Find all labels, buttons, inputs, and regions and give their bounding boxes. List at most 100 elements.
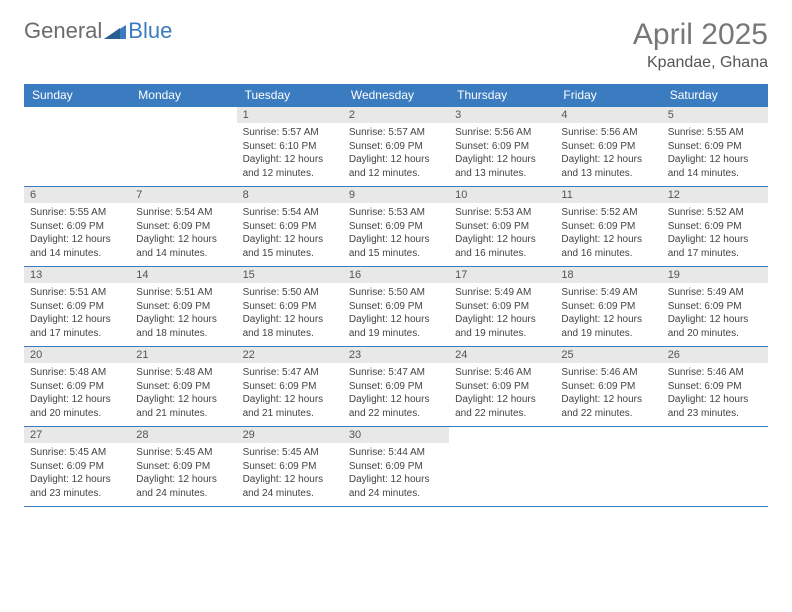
calendar-cell: 29Sunrise: 5:45 AMSunset: 6:09 PMDayligh… [237,427,343,507]
sunrise-line: Sunrise: 5:48 AM [136,366,230,380]
day-number: 19 [662,267,768,283]
calendar-cell: 1Sunrise: 5:57 AMSunset: 6:10 PMDaylight… [237,107,343,187]
day-number: 14 [130,267,236,283]
day-body: Sunrise: 5:52 AMSunset: 6:09 PMDaylight:… [662,203,768,266]
daylight-line: Daylight: 12 hours and 21 minutes. [243,393,337,420]
daylight-line: Daylight: 12 hours and 14 minutes. [136,233,230,260]
calendar-cell: 12Sunrise: 5:52 AMSunset: 6:09 PMDayligh… [662,187,768,267]
day-body: Sunrise: 5:45 AMSunset: 6:09 PMDaylight:… [237,443,343,506]
day-body: Sunrise: 5:48 AMSunset: 6:09 PMDaylight:… [24,363,130,426]
day-number: 17 [449,267,555,283]
day-number: 21 [130,347,236,363]
calendar-cell: 16Sunrise: 5:50 AMSunset: 6:09 PMDayligh… [343,267,449,347]
day-number: 30 [343,427,449,443]
day-body: Sunrise: 5:45 AMSunset: 6:09 PMDaylight:… [24,443,130,506]
sunrise-line: Sunrise: 5:50 AM [349,286,443,300]
sunrise-line: Sunrise: 5:54 AM [243,206,337,220]
daylight-line: Daylight: 12 hours and 24 minutes. [136,473,230,500]
calendar-cell: 8Sunrise: 5:54 AMSunset: 6:09 PMDaylight… [237,187,343,267]
sunset-line: Sunset: 6:09 PM [349,380,443,394]
day-number: 28 [130,427,236,443]
daylight-line: Daylight: 12 hours and 12 minutes. [243,153,337,180]
day-body: Sunrise: 5:44 AMSunset: 6:09 PMDaylight:… [343,443,449,506]
day-body: Sunrise: 5:46 AMSunset: 6:09 PMDaylight:… [555,363,661,426]
calendar-cell: 26Sunrise: 5:46 AMSunset: 6:09 PMDayligh… [662,347,768,427]
calendar-cell: 4Sunrise: 5:56 AMSunset: 6:09 PMDaylight… [555,107,661,187]
daylight-line: Daylight: 12 hours and 16 minutes. [455,233,549,260]
logo-text-general: General [24,18,102,44]
daylight-line: Daylight: 12 hours and 19 minutes. [349,313,443,340]
sunset-line: Sunset: 6:10 PM [243,140,337,154]
calendar-cell: 10Sunrise: 5:53 AMSunset: 6:09 PMDayligh… [449,187,555,267]
day-body: Sunrise: 5:54 AMSunset: 6:09 PMDaylight:… [130,203,236,266]
weekday-header: Wednesday [343,84,449,107]
daylight-line: Daylight: 12 hours and 20 minutes. [30,393,124,420]
sunset-line: Sunset: 6:09 PM [455,300,549,314]
sunset-line: Sunset: 6:09 PM [243,220,337,234]
daylight-line: Daylight: 12 hours and 14 minutes. [668,153,762,180]
sunset-line: Sunset: 6:09 PM [349,140,443,154]
day-body: Sunrise: 5:55 AMSunset: 6:09 PMDaylight:… [662,123,768,186]
day-number: 11 [555,187,661,203]
sunset-line: Sunset: 6:09 PM [668,140,762,154]
weekday-header: Sunday [24,84,130,107]
daylight-line: Daylight: 12 hours and 21 minutes. [136,393,230,420]
day-body: Sunrise: 5:45 AMSunset: 6:09 PMDaylight:… [130,443,236,506]
day-body: Sunrise: 5:49 AMSunset: 6:09 PMDaylight:… [662,283,768,346]
calendar-cell: 6Sunrise: 5:55 AMSunset: 6:09 PMDaylight… [24,187,130,267]
day-number: 10 [449,187,555,203]
day-number: 18 [555,267,661,283]
daylight-line: Daylight: 12 hours and 24 minutes. [349,473,443,500]
sunrise-line: Sunrise: 5:48 AM [30,366,124,380]
day-body: Sunrise: 5:57 AMSunset: 6:09 PMDaylight:… [343,123,449,186]
calendar-cell: 21Sunrise: 5:48 AMSunset: 6:09 PMDayligh… [130,347,236,427]
sunset-line: Sunset: 6:09 PM [30,380,124,394]
daylight-line: Daylight: 12 hours and 23 minutes. [668,393,762,420]
calendar-row: 13Sunrise: 5:51 AMSunset: 6:09 PMDayligh… [24,267,768,347]
sunrise-line: Sunrise: 5:57 AM [349,126,443,140]
daylight-line: Daylight: 12 hours and 22 minutes. [349,393,443,420]
calendar-cell: .... [662,427,768,507]
sunrise-line: Sunrise: 5:46 AM [561,366,655,380]
day-number: 5 [662,107,768,123]
day-number: 6 [24,187,130,203]
calendar-head: SundayMondayTuesdayWednesdayThursdayFrid… [24,84,768,107]
daylight-line: Daylight: 12 hours and 16 minutes. [561,233,655,260]
day-number: 4 [555,107,661,123]
sunrise-line: Sunrise: 5:51 AM [30,286,124,300]
day-number: 3 [449,107,555,123]
daylight-line: Daylight: 12 hours and 15 minutes. [349,233,443,260]
daylight-line: Daylight: 12 hours and 19 minutes. [455,313,549,340]
calendar-cell: 15Sunrise: 5:50 AMSunset: 6:09 PMDayligh… [237,267,343,347]
calendar-cell: 23Sunrise: 5:47 AMSunset: 6:09 PMDayligh… [343,347,449,427]
daylight-line: Daylight: 12 hours and 24 minutes. [243,473,337,500]
calendar-cell: 25Sunrise: 5:46 AMSunset: 6:09 PMDayligh… [555,347,661,427]
sunset-line: Sunset: 6:09 PM [243,300,337,314]
day-body: Sunrise: 5:54 AMSunset: 6:09 PMDaylight:… [237,203,343,266]
sunrise-line: Sunrise: 5:52 AM [668,206,762,220]
day-body: Sunrise: 5:49 AMSunset: 6:09 PMDaylight:… [449,283,555,346]
day-body: Sunrise: 5:49 AMSunset: 6:09 PMDaylight:… [555,283,661,346]
logo: General Blue [24,18,172,44]
sunset-line: Sunset: 6:09 PM [455,140,549,154]
calendar-cell: 30Sunrise: 5:44 AMSunset: 6:09 PMDayligh… [343,427,449,507]
sunset-line: Sunset: 6:09 PM [668,220,762,234]
sunrise-line: Sunrise: 5:53 AM [349,206,443,220]
sunset-line: Sunset: 6:09 PM [30,220,124,234]
day-body: Sunrise: 5:53 AMSunset: 6:09 PMDaylight:… [449,203,555,266]
day-body: Sunrise: 5:50 AMSunset: 6:09 PMDaylight:… [237,283,343,346]
daylight-line: Daylight: 12 hours and 13 minutes. [561,153,655,180]
calendar-row: 6Sunrise: 5:55 AMSunset: 6:09 PMDaylight… [24,187,768,267]
sunrise-line: Sunrise: 5:52 AM [561,206,655,220]
daylight-line: Daylight: 12 hours and 19 minutes. [561,313,655,340]
day-number: 15 [237,267,343,283]
daylight-line: Daylight: 12 hours and 20 minutes. [668,313,762,340]
sunrise-line: Sunrise: 5:54 AM [136,206,230,220]
sunrise-line: Sunrise: 5:46 AM [455,366,549,380]
day-number: 20 [24,347,130,363]
day-body: Sunrise: 5:46 AMSunset: 6:09 PMDaylight:… [662,363,768,426]
calendar-row: 20Sunrise: 5:48 AMSunset: 6:09 PMDayligh… [24,347,768,427]
day-number: 27 [24,427,130,443]
sunset-line: Sunset: 6:09 PM [668,380,762,394]
header: General Blue April 2025 Kpandae, Ghana [24,18,768,72]
